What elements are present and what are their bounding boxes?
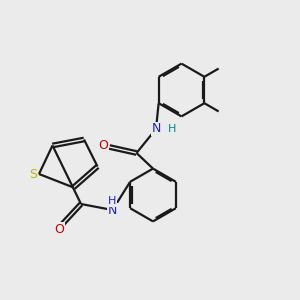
Text: H: H — [168, 124, 177, 134]
Text: N: N — [108, 203, 117, 217]
Text: S: S — [30, 167, 38, 181]
Text: O: O — [99, 139, 108, 152]
Text: N: N — [151, 122, 161, 136]
Text: H: H — [108, 196, 117, 206]
Text: O: O — [54, 223, 64, 236]
